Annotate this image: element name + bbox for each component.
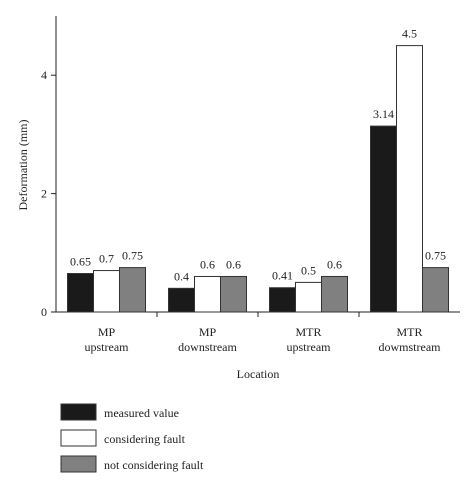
bar-considering-fault xyxy=(295,281,322,313)
bar-considering-fault xyxy=(194,275,221,313)
x-tick-label: MTR xyxy=(295,325,321,339)
x-axis-title: Location xyxy=(237,367,280,381)
bar-not-considering-fault xyxy=(220,275,247,313)
bar-not-considering-fault xyxy=(119,267,146,313)
bar-considering-fault xyxy=(93,270,120,313)
x-tick-label: MP xyxy=(98,325,116,339)
data-label: 0.75 xyxy=(122,249,143,263)
data-label: 0.6 xyxy=(226,257,241,271)
y-tick-label: 2 xyxy=(41,187,47,201)
y-tick-label: 0 xyxy=(41,305,47,319)
x-tick-label: dowmstream xyxy=(379,340,442,354)
legend-swatch xyxy=(60,403,97,421)
legend-label: not considering fault xyxy=(104,458,204,472)
x-tick-label: downstream xyxy=(178,340,237,354)
y-axis-title: Deformation (mm) xyxy=(16,120,30,211)
legend: measured value considering fault not consi… xyxy=(60,403,204,473)
bar-not-considering-fault xyxy=(321,275,348,313)
bar-measured-value xyxy=(67,273,94,313)
x-tick-label: upstream xyxy=(85,340,130,354)
legend-swatch xyxy=(60,429,97,447)
legend-swatch xyxy=(60,455,97,473)
data-label: 0.65 xyxy=(70,255,91,269)
x-tick-label: upstream xyxy=(287,340,332,354)
bar-not-considering-fault xyxy=(422,267,449,313)
legend-label: measured value xyxy=(104,406,179,420)
data-label: 0.41 xyxy=(272,269,293,283)
x-tick-label: MP xyxy=(199,325,217,339)
bar-measured-value xyxy=(370,125,397,313)
legend-label: considering fault xyxy=(104,432,186,446)
bar-considering-fault xyxy=(396,45,423,313)
data-label: 3.14 xyxy=(373,107,394,121)
legend-item: considering fault xyxy=(60,429,186,447)
bar-measured-value xyxy=(168,287,195,313)
x-tick-label: MTR xyxy=(396,325,422,339)
legend-item: not considering fault xyxy=(60,455,204,473)
data-label: 0.7 xyxy=(99,252,114,266)
legend-item: measured value xyxy=(60,403,179,421)
data-label: 0.6 xyxy=(200,257,215,271)
data-label: 0.6 xyxy=(327,257,342,271)
data-label: 0.75 xyxy=(425,249,446,263)
data-label: 0.5 xyxy=(301,263,316,277)
data-label: 4.5 xyxy=(402,27,417,41)
y-tick-label: 4 xyxy=(41,68,47,82)
bar-measured-value xyxy=(269,287,296,313)
data-label: 0.4 xyxy=(174,269,189,283)
